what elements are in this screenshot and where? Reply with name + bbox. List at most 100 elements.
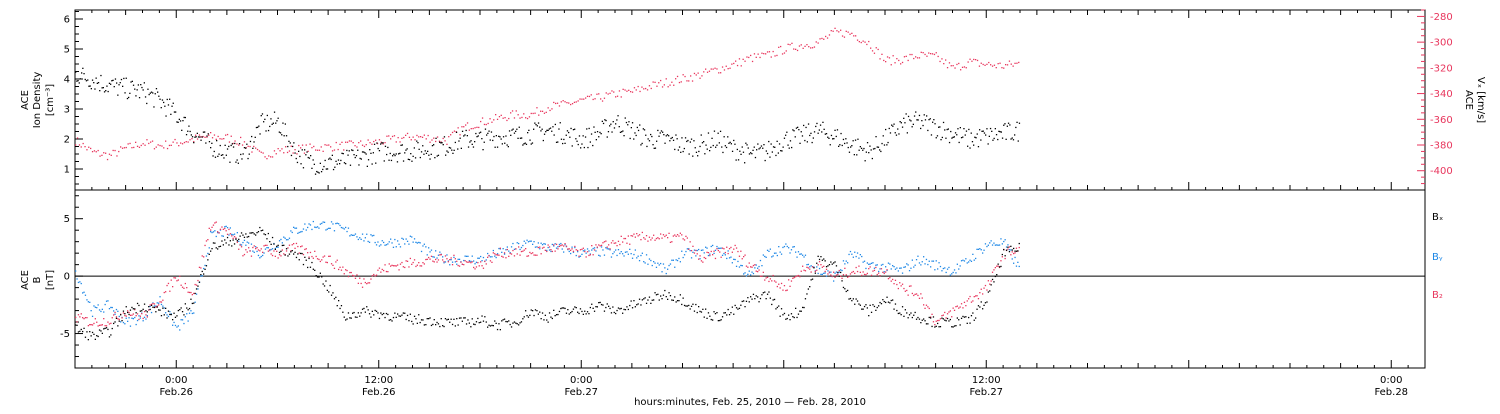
bx-point	[225, 242, 227, 244]
by-point	[150, 311, 153, 314]
ion-density-point	[974, 136, 976, 138]
bx-point	[795, 307, 797, 309]
velocity-point	[105, 152, 107, 154]
velocity-point	[1003, 67, 1005, 69]
bx-point	[259, 226, 261, 229]
bx-point	[558, 310, 561, 313]
ion-density-point	[822, 121, 824, 123]
velocity-point	[517, 114, 519, 116]
bz-point	[240, 246, 243, 248]
velocity-point	[487, 122, 489, 125]
by-point	[910, 267, 912, 269]
bx-point	[110, 334, 112, 336]
by-point	[84, 294, 87, 296]
ion-density-point	[417, 142, 419, 144]
bx-point	[617, 307, 620, 309]
bz-point	[578, 255, 580, 257]
bx-point	[800, 310, 802, 312]
bx-point	[503, 318, 506, 320]
bz-point	[501, 255, 503, 257]
velocity-point	[288, 150, 291, 152]
bx-point	[1000, 265, 1002, 268]
ion-density-point	[653, 147, 655, 149]
by-point	[585, 252, 587, 254]
ion-density-point	[697, 155, 699, 157]
bz-point	[803, 269, 805, 271]
magnetic-field-plot-area	[75, 220, 1020, 341]
by-point	[976, 248, 978, 250]
velocity-point	[91, 151, 94, 153]
ion-density-point	[971, 141, 974, 143]
bz-point	[602, 242, 604, 244]
bx-point	[931, 325, 933, 328]
ion-density-point	[912, 123, 914, 125]
by-point	[127, 320, 129, 322]
by-point	[76, 278, 78, 280]
ion-density-point	[513, 132, 516, 134]
by-point	[880, 264, 883, 266]
bx-point	[467, 319, 469, 321]
ion-density-point	[166, 98, 168, 101]
by-point	[360, 238, 362, 240]
bz-point	[87, 325, 89, 327]
by-point	[731, 262, 733, 264]
bx-point	[277, 244, 279, 246]
velocity-point	[170, 144, 172, 146]
ion-density-point	[522, 144, 524, 146]
bx-point	[595, 306, 597, 308]
velocity-point	[888, 57, 891, 59]
bx-point	[283, 244, 285, 246]
bz-point	[563, 245, 565, 247]
by-point	[368, 241, 371, 243]
ion-density-point	[852, 140, 854, 142]
ion-density-point	[627, 124, 629, 126]
velocity-point	[217, 135, 219, 138]
bx-point	[906, 312, 908, 314]
bz-point	[496, 254, 499, 256]
velocity-point	[121, 147, 124, 149]
velocity-point	[549, 109, 551, 112]
velocity-point	[135, 141, 137, 143]
bx-point	[305, 259, 307, 261]
ion-density-point	[320, 171, 323, 173]
bz-point	[660, 233, 662, 235]
ion-density-point	[1005, 138, 1007, 140]
bx-point	[568, 313, 570, 315]
ion-density-point	[384, 145, 387, 147]
velocity-point	[273, 150, 276, 152]
ion-density-point	[758, 148, 760, 150]
ion-density-point	[753, 146, 755, 148]
velocity-point	[198, 134, 201, 136]
by-point	[716, 245, 718, 248]
bx-point	[473, 323, 475, 325]
bz-point	[502, 256, 504, 258]
velocity-point	[301, 144, 304, 146]
bz-point	[194, 283, 196, 286]
by-point	[650, 259, 652, 262]
bx-point	[893, 308, 895, 310]
by-point	[541, 244, 544, 246]
bz-point	[319, 260, 321, 263]
ion-density-point	[317, 171, 319, 173]
ion-density-point	[610, 123, 612, 125]
bz-point	[921, 297, 923, 299]
ion-density-point	[915, 111, 917, 113]
bz-point	[374, 275, 376, 277]
ion-density-point	[489, 139, 491, 141]
velocity-point	[652, 81, 654, 83]
velocity-point	[729, 67, 731, 69]
by-point	[782, 246, 784, 249]
velocity-point	[806, 44, 808, 46]
bx-point	[796, 316, 798, 319]
bx-point	[689, 308, 691, 310]
velocity-point	[720, 72, 722, 74]
ion-density-point	[618, 126, 620, 128]
ion-density-point	[267, 129, 270, 132]
bz-point	[384, 264, 386, 266]
magnetic-field-y-axis: -505	[60, 195, 1425, 358]
ion-density-point	[329, 157, 331, 159]
velocity-point	[909, 53, 911, 56]
bz-point	[945, 317, 947, 319]
bx-point	[813, 267, 815, 269]
bx-point	[923, 318, 925, 320]
